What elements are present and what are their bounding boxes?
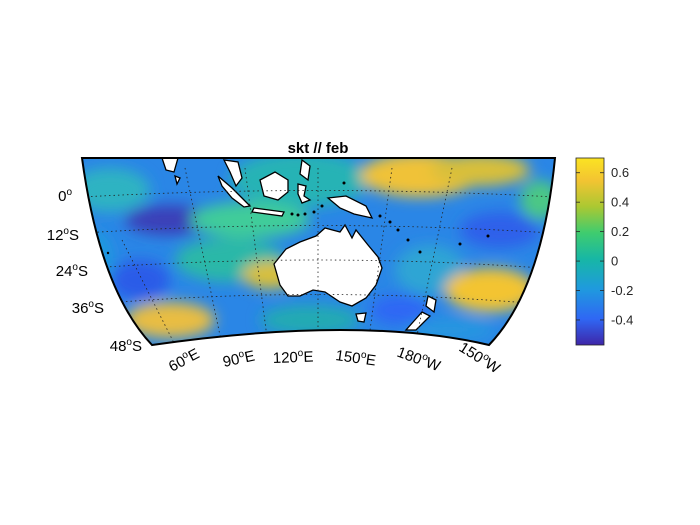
colorbar-tick-label: 0.6	[611, 165, 629, 180]
lat-label-12s: 12oS	[47, 226, 79, 244]
lat-label-48s: 48oS	[110, 337, 142, 355]
lon-label-60e: 60oE	[165, 344, 202, 375]
colorbar-tick-label: 0	[611, 254, 618, 269]
colorbar: 0.6 0.4 0.2 0 -0.2 -0.4	[575, 157, 633, 346]
colorbar-tick-label: -0.4	[611, 312, 633, 327]
sulawesi	[297, 183, 312, 204]
lon-label-150w: 150oW	[456, 338, 504, 377]
lon-label-120e: 120oE	[273, 348, 314, 367]
map-area	[82, 158, 555, 345]
philippines	[299, 158, 311, 182]
colorbar-tick-label: 0.2	[611, 224, 629, 239]
malay-peninsula	[222, 159, 243, 188]
colorbar-gradient	[575, 157, 605, 346]
borneo	[259, 171, 289, 201]
chart-title: skt // feb	[288, 140, 349, 157]
new-zealand-south	[404, 311, 432, 331]
lon-label-150e: 150oE	[334, 346, 377, 369]
australia-landmass	[273, 223, 383, 307]
india-tip	[161, 158, 179, 173]
lon-label-90e: 90oE	[221, 347, 256, 371]
lat-label-36s: 36oS	[72, 299, 104, 317]
lon-label-180w: 180oW	[395, 343, 444, 376]
colorbar-tick-label: 0.4	[611, 195, 629, 210]
latitude-labels: 0o 12oS 24oS 36oS 48oS	[47, 187, 142, 355]
map-frame	[80, 157, 557, 347]
land-masses	[161, 158, 437, 331]
lat-label-24s: 24oS	[56, 262, 88, 280]
small-islands	[106, 181, 490, 255]
sri-lanka	[174, 174, 181, 186]
graticule	[82, 167, 555, 345]
java	[251, 207, 285, 217]
colorbar-tick-label: -0.2	[611, 283, 633, 298]
longitude-labels: 60oE 90oE 120oE 150oE 180oW 150oW	[165, 338, 504, 378]
sumatra	[217, 175, 252, 208]
colorbar-ticks: 0.6 0.4 0.2 0 -0.2 -0.4	[576, 165, 633, 327]
lat-label-0: 0o	[58, 187, 72, 205]
new-zealand-north	[425, 295, 437, 314]
new-guinea	[326, 195, 374, 219]
tasmania	[355, 312, 367, 323]
